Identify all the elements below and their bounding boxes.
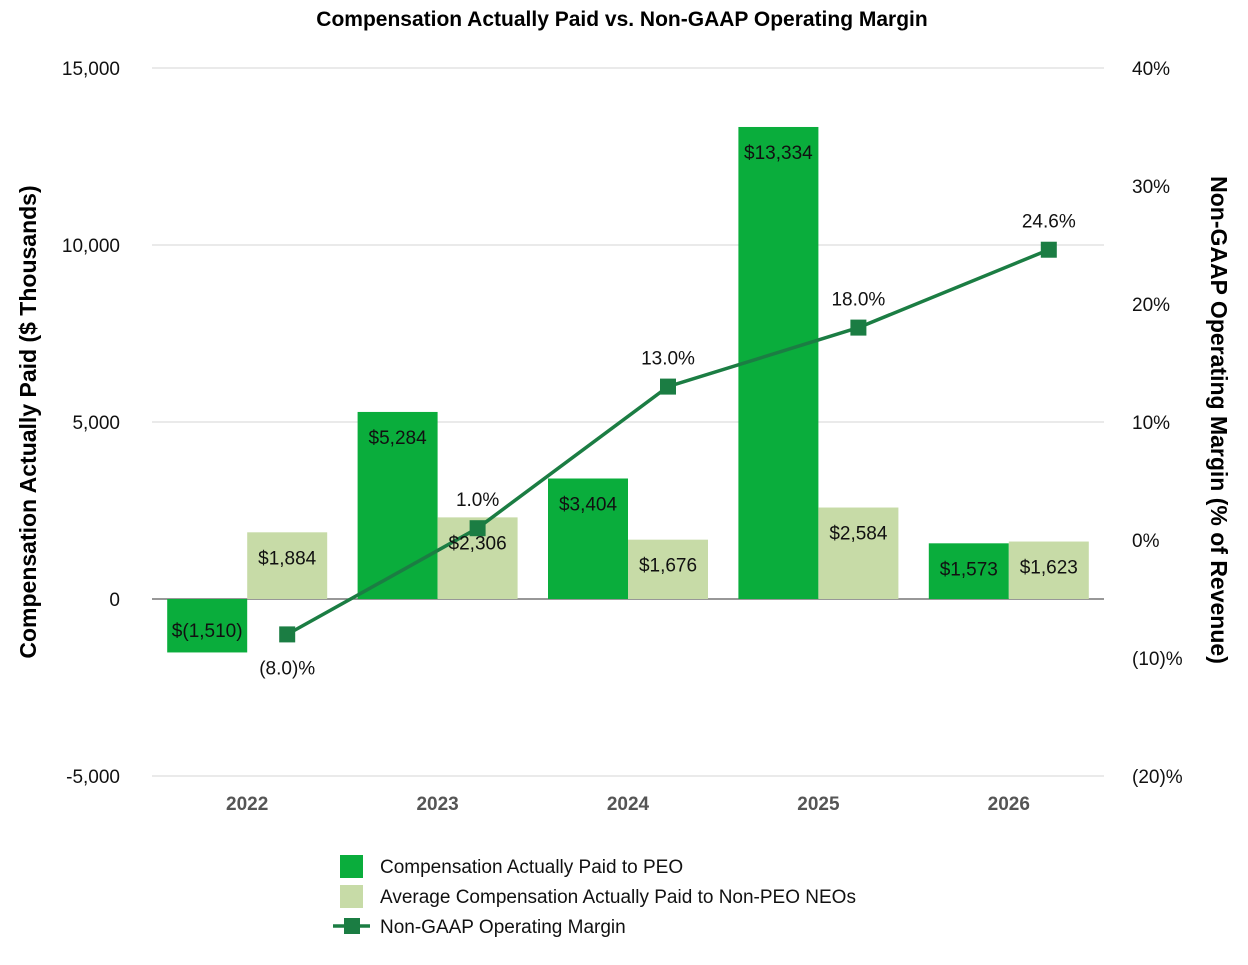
legend-label-margin: Non-GAAP Operating Margin (380, 917, 626, 938)
y-tick-label: 15,000 (62, 59, 120, 80)
margin-point-label: 1.0% (456, 490, 499, 511)
x-tick-label: 2026 (988, 794, 1030, 815)
y-tick-label: 0 (109, 590, 120, 611)
margin-point-marker (1040, 241, 1057, 258)
y2-tick-label: 40% (1132, 59, 1170, 80)
legend-label-peo: Compensation Actually Paid to PEO (380, 857, 683, 878)
y2-tick-label: 10% (1132, 413, 1170, 434)
bar-peo-label: $1,573 (940, 559, 998, 580)
margin-point-label: (8.0)% (259, 658, 315, 679)
legend-swatch-neo (340, 885, 363, 908)
legend-label-neo: Average Compensation Actually Paid to No… (380, 887, 856, 908)
margin-point-marker (660, 378, 676, 395)
bar-peo-label: $13,334 (744, 143, 813, 164)
y-axis-title: Compensation Actually Paid ($ Thousands) (15, 185, 41, 658)
bar-neo (247, 532, 328, 599)
y2-axis-title: Non-GAAP Operating Margin (% of Revenue) (1206, 176, 1232, 664)
y-tick-label: 10,000 (62, 236, 120, 257)
y-tick-label: -5,000 (66, 767, 120, 788)
margin-point-marker (469, 520, 486, 537)
legend-swatch-peo (340, 855, 363, 878)
bar-neo (1008, 541, 1089, 599)
bar-peo-label: $5,284 (369, 428, 428, 449)
legend-marker-margin (344, 918, 360, 934)
x-axis-ticks: 2022 2023 2024 2025 2026 (226, 794, 1030, 815)
margin-point-marker (850, 319, 867, 336)
bar-neo-label: $2,584 (829, 524, 888, 545)
legend: Compensation Actually Paid to PEO Average… (333, 855, 856, 938)
y2-tick-label: 20% (1132, 295, 1170, 316)
margin-point-label: 24.6% (1022, 212, 1076, 233)
bar-peo (357, 411, 438, 599)
bar-neo-label: $1,884 (258, 548, 317, 569)
bars (167, 126, 1089, 653)
x-tick-label: 2025 (797, 794, 840, 815)
y-axis-ticks: 15,000 10,000 5,000 0 -5,000 (62, 59, 120, 788)
y2-tick-label: 0% (1132, 531, 1160, 552)
y2-axis-ticks: 40% 30% 20% 10% 0% (10)% (20)% (1132, 59, 1183, 788)
bar-peo (738, 126, 819, 599)
bar-neo (818, 507, 899, 599)
x-tick-label: 2023 (416, 794, 458, 815)
bar-neo-label: $1,676 (639, 556, 697, 577)
y2-tick-label: (10)% (1132, 649, 1183, 670)
bar-peo (548, 478, 628, 599)
bar-peo-label: $3,404 (559, 494, 618, 515)
bar-peo (167, 599, 248, 653)
margin-point-label: 18.0% (831, 290, 885, 311)
x-tick-label: 2024 (607, 794, 650, 815)
margin-point-label: 13.0% (641, 349, 695, 370)
margin-point-marker (279, 626, 296, 643)
x-tick-label: 2022 (226, 794, 268, 815)
chart-title: Compensation Actually Paid vs. Non-GAAP … (316, 8, 927, 31)
margin-line (279, 241, 1057, 643)
bar-neo-label: $1,623 (1020, 558, 1078, 579)
y-tick-label: 5,000 (72, 413, 120, 434)
bar-neo (628, 539, 708, 599)
bar-peo (928, 543, 1009, 599)
bar-neo-label: $2,306 (449, 533, 507, 554)
bar-peo-label: $(1,510) (172, 621, 243, 642)
data-labels: $(1,510) $1,884 $5,284 $2,306 $3,404 $1,676 $1… (172, 143, 1078, 679)
y2-tick-label: 30% (1132, 177, 1170, 198)
y2-tick-label: (20)% (1132, 767, 1183, 788)
